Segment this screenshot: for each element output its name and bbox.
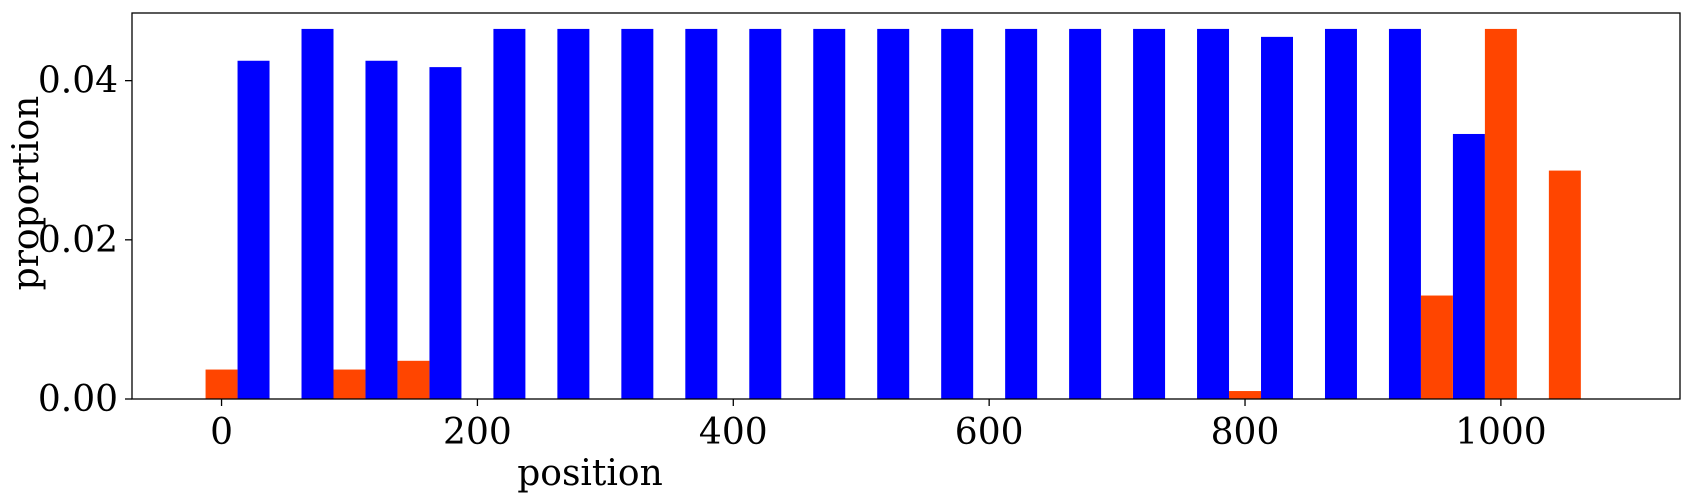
bar-series1-x425 <box>749 28 782 399</box>
bar-series1-x275 <box>557 28 590 399</box>
bar-series2-x800 <box>1229 391 1262 399</box>
x-tick-label: 400 <box>699 412 768 453</box>
bar-series1-x725 <box>1133 28 1166 399</box>
bar-series1-x125 <box>365 60 398 400</box>
bar-series1-x625 <box>1005 28 1038 399</box>
bar-series2-x150 <box>397 360 430 399</box>
x-tick-label: 0 <box>210 412 233 453</box>
bar-series2-x0 <box>205 369 238 399</box>
bar-series1-x825 <box>1261 36 1293 400</box>
x-axis-label: position <box>517 453 663 494</box>
bar-series1-x175 <box>429 67 462 399</box>
bar-series1-x325 <box>621 28 654 399</box>
bar-series1-x875 <box>1324 28 1357 399</box>
bars-layer <box>205 28 1581 400</box>
y-tick-label: 0.02 <box>38 220 118 261</box>
y-tick-label: 0.00 <box>38 379 118 420</box>
y-tick-label: 0.04 <box>38 61 118 102</box>
x-tick-label: 200 <box>443 412 512 453</box>
bar-series2-x1050 <box>1548 170 1581 399</box>
bar-series2-x950 <box>1420 295 1453 399</box>
bar-series1-x925 <box>1388 28 1421 399</box>
x-axis: 0 200 400 600 800 1000 <box>210 399 1547 453</box>
bar-series1-x525 <box>877 28 910 399</box>
y-axis: 0.00 0.02 0.04 <box>38 61 132 420</box>
bar-series1-x475 <box>813 28 846 399</box>
bar-series1-x75 <box>301 28 334 399</box>
x-tick-label: 800 <box>1211 412 1280 453</box>
bar-series1-x775 <box>1197 28 1230 399</box>
bar-series1-x375 <box>685 28 718 399</box>
bar-series1-x25 <box>237 60 270 400</box>
bar-series1-x225 <box>493 28 526 399</box>
x-tick-label: 600 <box>955 412 1024 453</box>
bar-series1-x675 <box>1069 28 1102 399</box>
bar-series2-x100 <box>333 369 366 399</box>
bar-series2-x1000 <box>1484 28 1517 399</box>
y-axis-label: proportion <box>6 96 47 291</box>
plot-frame <box>131 12 1681 400</box>
bar-series1-x575 <box>941 28 974 399</box>
x-tick-label: 1000 <box>1455 412 1547 453</box>
bar-series1-x975 <box>1452 133 1485 399</box>
